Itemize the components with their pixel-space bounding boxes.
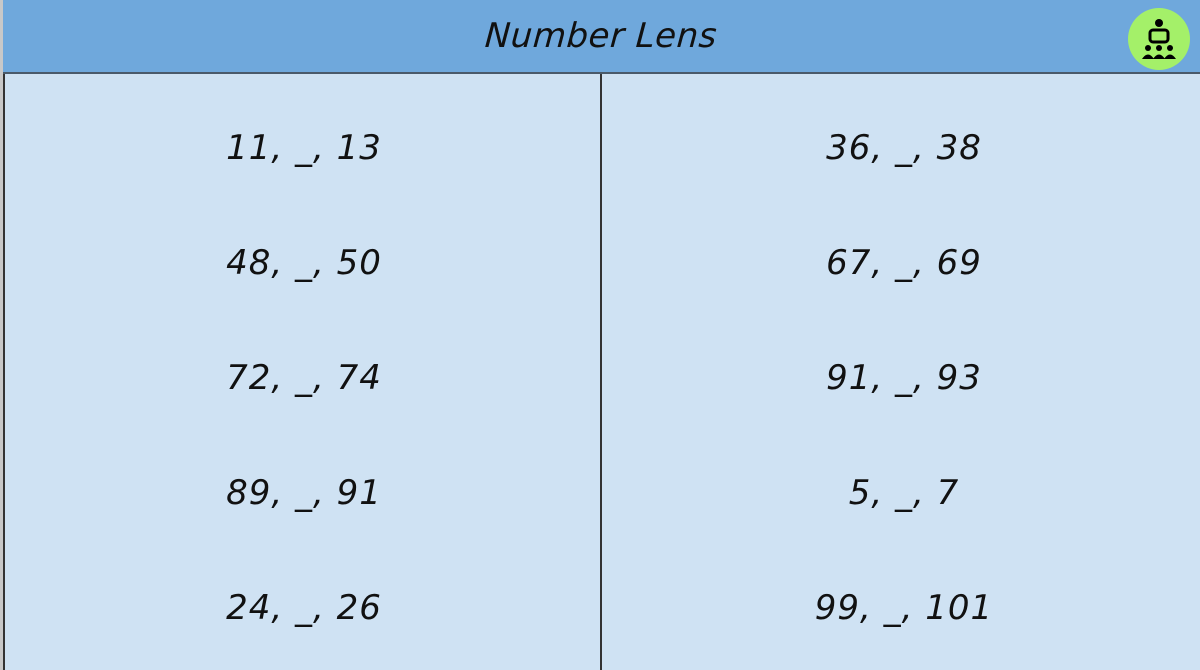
sequence-cell: 67, _, 69 [826,242,982,283]
sequence-cell: 89, _, 91 [226,472,382,513]
right-column: 36, _, 38 67, _, 69 91, _, 93 5, _, 7 99… [605,90,1200,665]
sequence-cell: 5, _, 7 [848,472,960,513]
number-table: 11, _, 13 48, _, 50 72, _, 74 89, _, 91 … [3,74,1200,670]
sequence-cell: 36, _, 38 [826,127,982,168]
teacher-group-icon[interactable] [1128,8,1190,70]
sequence-cell: 99, _, 101 [814,587,994,628]
column-divider [600,74,602,670]
sequence-cell: 72, _, 74 [226,357,382,398]
window-edge [0,0,3,670]
left-column: 11, _, 13 48, _, 50 72, _, 74 89, _, 91 … [5,90,603,665]
sequence-cell: 24, _, 26 [226,587,382,628]
sequence-cell: 11, _, 13 [226,127,382,168]
page-title: Number Lens [484,16,719,56]
sequence-cell: 91, _, 93 [826,357,982,398]
header-bar: Number Lens [3,0,1200,74]
sequence-cell: 48, _, 50 [226,242,382,283]
